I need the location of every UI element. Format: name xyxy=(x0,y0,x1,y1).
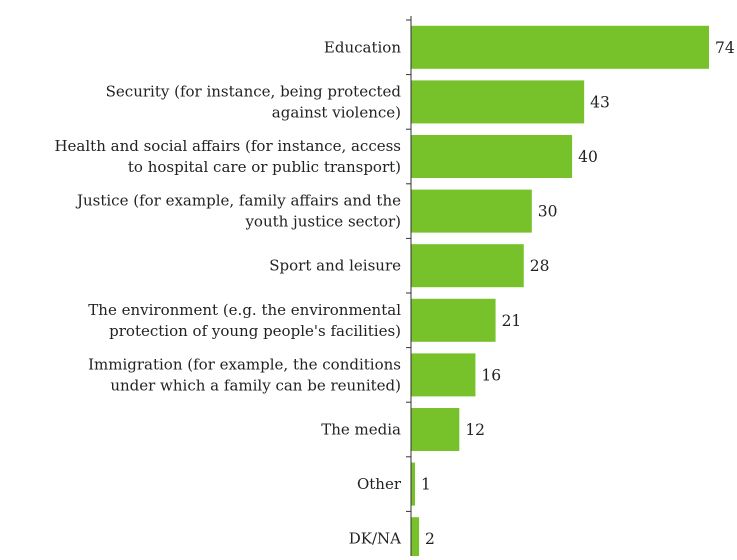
axis-layer xyxy=(406,16,412,560)
bar xyxy=(411,517,420,560)
category-label-line: against violence) xyxy=(272,103,401,121)
bar-value-label: 1 xyxy=(421,476,431,494)
bar xyxy=(411,298,496,342)
category-label-line: DK/NA xyxy=(349,530,401,548)
category-label: Immigration (for example, the conditions… xyxy=(88,355,401,394)
category-label-line: Education xyxy=(324,38,401,56)
category-label: Justice (for example, family affairs and… xyxy=(75,192,401,231)
category-label: Sport and leisure xyxy=(269,257,401,275)
bar-value-label: 43 xyxy=(590,93,610,111)
bar xyxy=(411,189,532,233)
bar-value-label: 21 xyxy=(502,312,522,330)
category-label: The environment (e.g. the environmental p… xyxy=(88,301,401,340)
bars-layer xyxy=(411,25,709,560)
category-label-line: Immigration (for example, the conditions xyxy=(88,355,401,373)
bar xyxy=(411,80,585,124)
category-label-line: The environment (e.g. the environmental xyxy=(88,301,401,319)
bar xyxy=(411,244,524,288)
bar-value-label: 74 xyxy=(715,39,735,57)
category-label-line: Security (for instance, being protected xyxy=(106,82,402,100)
category-label-line: protection of young people's facilities) xyxy=(109,322,401,340)
category-label-line: The media xyxy=(321,421,401,439)
bar-value-label: 30 xyxy=(538,203,558,221)
category-label: Health and social affairs (for instance,… xyxy=(54,137,401,176)
category-label-line: Other xyxy=(357,475,402,493)
category-label: Education xyxy=(324,38,401,56)
category-label-line: Sport and leisure xyxy=(269,257,401,275)
bar xyxy=(411,353,476,397)
category-label-line: Health and social affairs (for instance,… xyxy=(54,137,401,155)
category-label: DK/NA xyxy=(349,530,401,548)
category-label: Other xyxy=(357,475,402,493)
category-label: Security (for instance, being protected a… xyxy=(106,82,402,121)
bar xyxy=(411,135,573,178)
bar-value-label: 16 xyxy=(481,366,501,384)
bar xyxy=(411,462,416,506)
category-label-line: Justice (for example, family affairs and… xyxy=(75,192,401,210)
category-label-line: under which a family can be reunited) xyxy=(110,376,401,394)
bar-value-label: 28 xyxy=(530,257,550,275)
category-label-line: to hospital care or public transport) xyxy=(128,158,401,176)
category-label-line: youth justice sector) xyxy=(244,213,401,231)
category-label: The media xyxy=(321,421,401,439)
bar-value-label: 2 xyxy=(425,530,435,548)
bar xyxy=(411,25,709,69)
labels-layer: 74 Education 43 Security (for instance, bei… xyxy=(54,38,734,548)
bar xyxy=(411,408,460,451)
bar-value-label: 12 xyxy=(465,421,485,439)
bar-value-label: 40 xyxy=(578,148,598,166)
